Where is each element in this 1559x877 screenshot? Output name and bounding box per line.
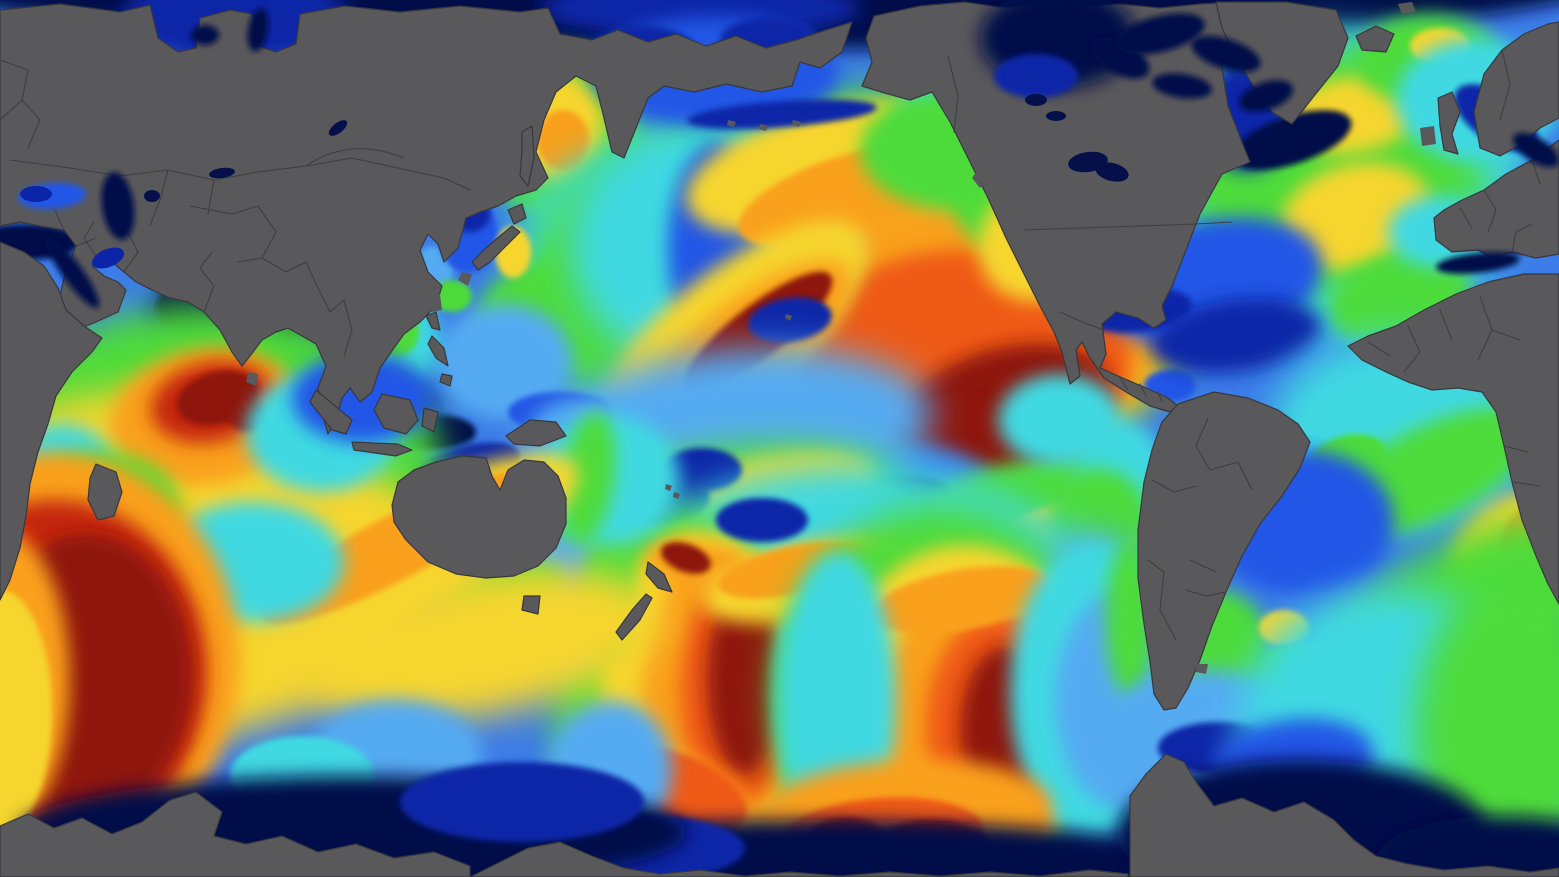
land-south-america <box>1137 391 1311 711</box>
swell-foxe-basin-navy <box>1090 37 1150 79</box>
inland-sea-layer <box>18 0 1559 309</box>
swell-wpac-navy-b <box>662 448 742 492</box>
land-sakhalin <box>519 125 535 187</box>
land-java <box>351 441 413 457</box>
swell-antarctic-atlantic-navy <box>1377 816 1559 877</box>
border-indochina <box>305 261 353 357</box>
swell-great-slave-lake <box>1046 111 1066 121</box>
land-antarctica-mid <box>469 841 1129 877</box>
border-europe-east <box>0 59 41 149</box>
swell-red-sea <box>44 235 100 309</box>
land-philippines <box>425 311 453 387</box>
land-sumatra <box>309 389 353 435</box>
country-border-layer <box>0 49 1541 641</box>
swell-black-sea-deep <box>20 186 52 202</box>
land-aleutians <box>727 120 801 131</box>
land-europe-mainland <box>1433 139 1559 259</box>
swell-nz-darkred-blob <box>661 542 711 574</box>
swell-okhotsk-orange <box>537 110 589 170</box>
border-south-america <box>1147 417 1253 641</box>
swell-great-lake-b <box>1095 162 1129 182</box>
swell-equatorial-atlantic-navy <box>1150 298 1322 374</box>
land-antarctica-peninsula <box>1129 753 1559 877</box>
border-mongolia <box>305 148 405 167</box>
land-taiwan <box>430 294 442 312</box>
border-us-mexico <box>1059 311 1105 331</box>
land-great-britain <box>1437 91 1461 155</box>
swell-white-sea <box>191 25 219 45</box>
border-us-canada <box>1023 221 1233 231</box>
land-sri-lanka <box>246 372 258 386</box>
land-new-zealand-north <box>645 561 673 593</box>
swell-greenland-coast-navy <box>1232 110 1352 170</box>
swell-ob-gulf <box>247 8 269 52</box>
swell-west-mediterranean <box>1436 252 1520 274</box>
swell-lake-baikal <box>328 120 348 136</box>
land-hainan <box>388 324 398 334</box>
swell-coral-green-band <box>560 412 616 544</box>
swell-sio-hole-yellow <box>0 590 52 834</box>
border-scandinavia <box>1499 49 1511 121</box>
swell-philippine-lightblue <box>437 304 573 420</box>
land-tasmania <box>521 595 541 615</box>
swell-caspian-sea <box>101 172 135 240</box>
swell-aral-sea <box>144 190 160 202</box>
border-central-america <box>1119 377 1163 403</box>
swell-arctic-channel-c <box>1152 73 1212 99</box>
land-iceland <box>1355 25 1395 53</box>
border-europe-west <box>1459 159 1541 253</box>
border-china-west <box>237 205 307 273</box>
land-vancouver-island <box>972 172 986 188</box>
land-new-guinea <box>505 419 567 447</box>
swell-baltic-sea <box>1513 132 1559 168</box>
swell-crescentA-darkred <box>707 585 783 775</box>
land-antarctica-west <box>0 791 471 877</box>
land-new-zealand-south <box>615 593 653 641</box>
land-falkland-islands <box>1196 664 1208 674</box>
border-russia-south <box>9 157 471 191</box>
land-africa-east <box>0 241 103 601</box>
swell-lake-balkhash <box>209 167 235 179</box>
land-ireland <box>1420 126 1436 146</box>
border-middle-east <box>53 207 139 273</box>
swell-hudson-bay-navy-2 <box>994 54 1078 98</box>
land-eurasia <box>0 3 853 435</box>
land-japan-hokkaido <box>507 203 527 225</box>
land-australia <box>391 455 567 579</box>
swell-great-bear-lake <box>1025 94 1047 106</box>
swell-antarctic-io-navy-2 <box>400 762 644 842</box>
border-africa-west <box>1367 295 1541 487</box>
swell-persian-gulf <box>91 247 125 269</box>
land-africa-west <box>1347 273 1559 605</box>
swell-arctic-channel-d <box>1239 80 1293 112</box>
swell-fiji-navy <box>716 498 808 542</box>
border-india-pakistan <box>199 251 215 313</box>
land-scandinavia <box>1473 21 1559 157</box>
land-hawaii <box>785 314 792 321</box>
land-sulawesi <box>421 407 439 433</box>
land-borneo <box>373 393 419 435</box>
swell-aleutian-navy-fringe <box>687 99 877 129</box>
land-fiji <box>665 484 680 499</box>
border-central-asia <box>149 169 259 227</box>
swell-crescentB-top-orange <box>871 566 1053 634</box>
land-madagascar <box>87 463 123 521</box>
swell-arctic-channel-b <box>1191 35 1261 73</box>
swell-arctic-channel-a <box>1115 13 1205 55</box>
border-alaska-canada <box>947 55 959 133</box>
land-japan-honshu <box>471 225 521 271</box>
land-japan-kyushu <box>458 272 472 286</box>
land-svalbard <box>1398 2 1416 14</box>
